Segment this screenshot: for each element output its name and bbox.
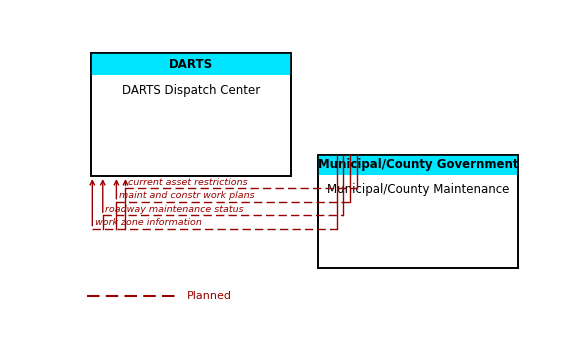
Bar xyxy=(319,155,519,268)
Text: Municipal/County Government: Municipal/County Government xyxy=(318,158,519,171)
Bar xyxy=(91,53,291,176)
Text: DARTS Dispatch Center: DARTS Dispatch Center xyxy=(122,83,260,97)
Bar xyxy=(319,155,519,268)
Bar xyxy=(319,155,519,175)
Text: work zone information: work zone information xyxy=(95,218,202,227)
Bar xyxy=(91,53,291,75)
Text: current asset restrictions: current asset restrictions xyxy=(128,178,248,187)
Text: roadway maintenance status: roadway maintenance status xyxy=(105,205,244,214)
Text: Municipal/County Maintenance: Municipal/County Maintenance xyxy=(327,183,510,196)
Text: DARTS: DARTS xyxy=(169,58,213,70)
Text: maint and constr work plans: maint and constr work plans xyxy=(119,192,255,200)
Text: Planned: Planned xyxy=(187,291,232,301)
Bar xyxy=(91,53,291,176)
